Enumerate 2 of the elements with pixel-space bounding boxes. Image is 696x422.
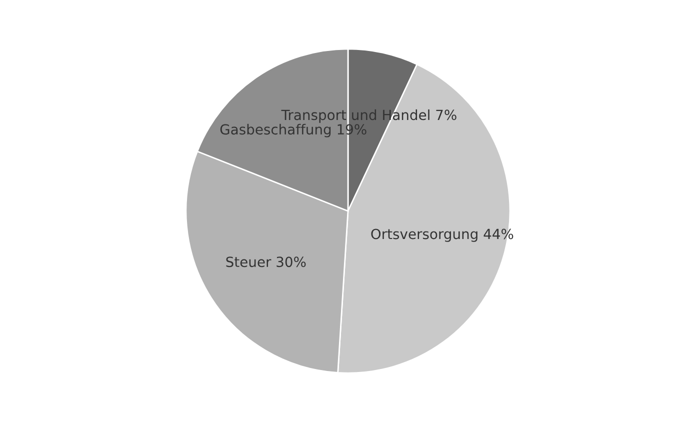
slice-label: Ortsversorgung 44% [371,228,514,242]
slice-label: Steuer 30% [226,256,306,268]
